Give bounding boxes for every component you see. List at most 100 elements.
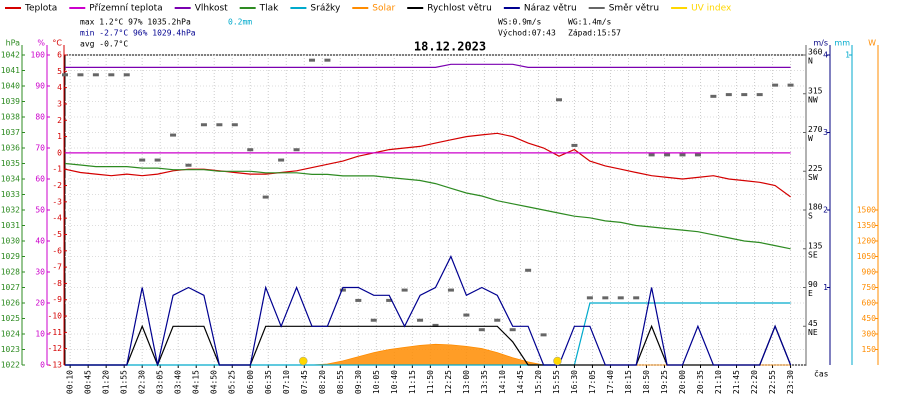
y-tick-label: -7	[52, 263, 62, 272]
sun-marker	[299, 356, 308, 366]
y-tick-label: 450	[862, 314, 877, 323]
y-tick-label: 150	[862, 345, 877, 354]
x-tick-label: 05:25	[228, 370, 237, 394]
wind-direction-point	[216, 123, 223, 127]
y-tick-label: 1027	[1, 283, 20, 292]
y-tick-label: 60	[35, 175, 45, 184]
y-tick-label: 10	[35, 330, 45, 339]
legend-label: Solar	[372, 4, 395, 14]
y-tick-label: 100	[31, 51, 46, 60]
x-tick-label: 09:30	[354, 370, 363, 394]
y-tick-label: 90	[808, 280, 818, 289]
wind-direction-point	[77, 73, 84, 77]
sun-marker	[553, 356, 562, 366]
wind-direction-point	[525, 268, 532, 272]
y-tick-label: 3	[823, 128, 828, 137]
wind-direction-point	[509, 328, 516, 332]
wind-direction-point	[556, 98, 562, 102]
wind-direction-point	[262, 195, 269, 199]
wind-direction-point	[772, 83, 779, 87]
wind-direction-point	[154, 158, 161, 162]
x-tick-label: 19:25	[660, 370, 669, 394]
series-line	[65, 255, 792, 366]
y-tick-label: -6	[52, 246, 62, 255]
y-tick-label: 1037	[1, 128, 20, 137]
x-tick-label: 04:50	[210, 370, 219, 394]
y-tick-label: 1500	[857, 206, 876, 215]
y-tick-label: 80	[35, 113, 45, 122]
x-tick-label: 22:20	[750, 370, 759, 394]
wind-direction-point	[664, 153, 671, 157]
wind-direction-point	[741, 93, 748, 97]
wind-direction-point	[62, 73, 68, 77]
x-tick-label: 20:00	[678, 370, 687, 394]
wind-direction-point	[694, 153, 701, 157]
stat-wg: WG:1.4m/s	[568, 18, 612, 27]
y-tick-label: 30	[35, 268, 45, 277]
y-tick-label: -12	[48, 344, 63, 353]
y-tick-label: 1035	[1, 159, 20, 168]
y-tick-name: E	[808, 289, 813, 298]
y-tick-label: -8	[52, 279, 62, 288]
y-tick-label: 1030	[1, 237, 20, 246]
y-tick-label: 0	[57, 148, 62, 157]
y-tick-label: -13	[48, 361, 63, 370]
y-tick-label: 6	[57, 51, 62, 60]
y-tick-label: 5	[57, 67, 62, 76]
y-tick-label: 1050	[857, 252, 876, 261]
x-tick-label: 16:30	[570, 370, 579, 394]
y-tick-label: 1029	[1, 252, 20, 261]
wind-direction-point	[633, 296, 640, 300]
axis-title: W	[868, 39, 876, 48]
x-tick-label: 10:05	[372, 370, 381, 394]
wind-direction-point	[247, 148, 254, 152]
y-tick-label: 750	[862, 283, 877, 292]
y-tick-label: 70	[35, 144, 45, 153]
axis-title: m/s	[813, 39, 828, 48]
y-tick-label: 50	[35, 206, 45, 215]
axis-title: %	[37, 39, 45, 48]
y-tick-label: -3	[52, 197, 62, 206]
axis-title: mm	[834, 39, 850, 48]
wind-direction-point	[293, 148, 300, 152]
wind-direction-point	[648, 153, 655, 157]
y-tick-label: -4	[52, 214, 62, 223]
wind-direction-point	[324, 58, 331, 62]
x-tick-label: 11:50	[426, 370, 435, 394]
y-tick-label: 2	[823, 206, 828, 215]
y-tick-label: 1032	[1, 206, 20, 215]
y-tick-label: 1024	[1, 330, 20, 339]
x-tick-label: 23:30	[786, 370, 795, 394]
x-tick-label: 07:10	[282, 370, 291, 394]
x-tick-label: 03:05	[156, 370, 165, 394]
y-tick-label: 180	[808, 203, 823, 212]
x-tick-label: 01:55	[120, 370, 129, 394]
wind-direction-point	[355, 298, 362, 302]
series-line	[64, 162, 791, 250]
y-tick-label: 1	[845, 51, 850, 60]
legend-label: Rychlost větru	[427, 4, 492, 14]
y-tick-label: -5	[52, 230, 62, 239]
wind-direction-point	[370, 318, 377, 322]
y-tick-label: 1022	[1, 361, 20, 370]
wind-direction-point	[447, 288, 454, 292]
x-tick-label: 18:50	[642, 370, 651, 394]
legend-label: Směr větru	[609, 4, 659, 14]
legend-label: Náraz větru	[524, 4, 577, 14]
y-tick-label: 300	[862, 330, 877, 339]
y-tick-label: 1038	[1, 113, 20, 122]
x-tick-label: 00:10	[66, 370, 75, 394]
y-tick-name: SE	[808, 250, 818, 259]
wind-direction-point	[494, 318, 501, 322]
y-tick-label: 1	[823, 283, 828, 292]
stat-ws: WS:0.9m/s	[498, 18, 542, 27]
x-tick-label: 06:35	[264, 370, 273, 394]
axis-title: °C	[52, 39, 62, 48]
wind-direction-point	[756, 93, 763, 97]
stat-min: min -2.7°C 96% 1029.4hPa	[80, 29, 196, 38]
wind-direction-point	[401, 288, 408, 292]
wind-direction-point	[200, 123, 207, 127]
wind-direction-point	[725, 93, 732, 97]
y-tick-label: 1200	[857, 237, 876, 246]
